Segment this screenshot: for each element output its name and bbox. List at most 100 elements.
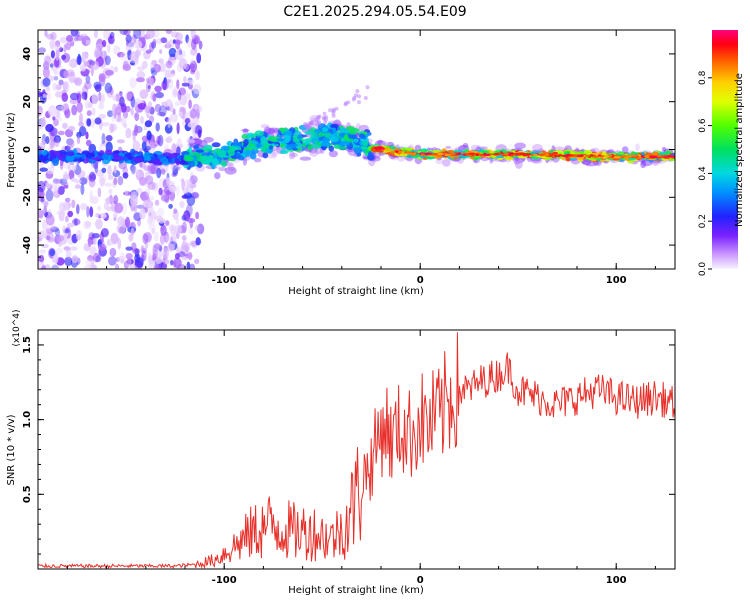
heatmap-cell <box>117 255 126 263</box>
heatmap-cell <box>158 105 167 117</box>
heatmap-cell <box>193 139 204 144</box>
heatmap-cell <box>38 47 46 54</box>
heatmap-cell <box>113 195 119 205</box>
heatmap-cell <box>220 160 228 168</box>
heatmap-cell <box>521 153 530 156</box>
heatmap-cell <box>155 122 160 132</box>
heatmap-cell <box>194 224 201 231</box>
heatmap-cell <box>93 48 101 59</box>
heatmap-cell <box>353 138 359 143</box>
heatmap-cell <box>149 196 155 201</box>
heatmap-cell <box>147 85 151 90</box>
y-tick-label: 1.5 <box>22 336 33 354</box>
colorbar-tick-label: 0.0 <box>698 262 708 277</box>
heatmap-cell <box>187 179 193 189</box>
heatmap-cell <box>312 136 321 142</box>
heatmap-cell <box>179 143 184 149</box>
heatmap-cell <box>133 30 141 39</box>
heatmap-cell <box>108 256 117 266</box>
heatmap-cell <box>146 77 150 83</box>
heatmap-cell <box>112 150 120 155</box>
heatmap-cell <box>89 196 99 205</box>
heatmap-cell <box>172 234 177 246</box>
heatmap-cell <box>241 128 250 132</box>
heatmap-cell <box>449 152 456 155</box>
heatmap-cell <box>41 264 46 269</box>
heatmap-cell <box>64 197 71 203</box>
heatmap-cell <box>181 178 185 191</box>
heatmap-cell <box>324 115 329 120</box>
heatmap-cell <box>188 160 196 168</box>
heatmap-cell <box>661 146 667 152</box>
spectrogram-panel: -100 0 100 -40 -20 0 20 40 Height of straight l… <box>6 29 676 297</box>
heatmap-cell <box>45 86 51 92</box>
heatmap-cell <box>640 161 647 169</box>
heatmap-cell <box>462 143 469 148</box>
heatmap-cell <box>124 189 128 197</box>
heatmap-cell <box>148 214 154 224</box>
heatmap-cell <box>279 127 285 132</box>
heatmap-cell <box>76 170 86 179</box>
heatmap-cell <box>101 167 107 173</box>
heatmap-cell <box>114 263 120 269</box>
heatmap-cell <box>304 130 314 135</box>
heatmap-cell <box>513 160 520 165</box>
heatmap-cell <box>552 151 559 156</box>
heatmap-cell <box>197 223 205 235</box>
heatmap-cell <box>39 167 48 172</box>
heatmap-cell <box>79 112 83 125</box>
heatmap-cell <box>76 101 83 113</box>
heatmap-cell <box>46 33 54 40</box>
heatmap-cell <box>573 154 579 157</box>
heatmap-cell <box>76 55 82 66</box>
heatmap-cell <box>40 265 47 269</box>
heatmap-cell <box>201 152 211 157</box>
heatmap-cell <box>45 136 50 145</box>
heatmap-cell <box>167 73 176 78</box>
heatmap-cell <box>269 145 273 150</box>
heatmap-cell <box>591 155 600 158</box>
heatmap-cell <box>309 121 313 126</box>
heatmap-cell <box>357 94 362 99</box>
heatmap-cell <box>269 127 280 133</box>
snr-panel: -100 0 100 0.5 1.0 1.5 Height of straight lin… <box>6 309 676 596</box>
heatmap-cell <box>140 115 144 125</box>
heatmap-cell <box>146 112 150 119</box>
heatmap-cell <box>241 134 248 139</box>
heatmap-cell <box>176 79 180 90</box>
heatmap-cell <box>61 92 69 103</box>
heatmap-cell <box>86 110 92 117</box>
heatmap-cell <box>38 105 43 117</box>
heatmap-cell <box>187 139 196 144</box>
heatmap-cell <box>243 128 249 136</box>
heatmap-cell <box>106 44 111 53</box>
heatmap-cell <box>123 30 131 36</box>
heatmap-cell <box>186 218 196 223</box>
heatmap-cell <box>532 144 543 152</box>
heatmap-cell <box>186 203 193 216</box>
heatmap-cell <box>90 173 97 181</box>
heatmap-cell <box>46 166 55 175</box>
heatmap-cell <box>88 178 96 188</box>
heatmap-cell <box>338 146 348 150</box>
heatmap-cell <box>126 258 134 265</box>
heatmap-cell <box>127 49 132 61</box>
heatmap-cell <box>57 130 65 136</box>
heatmap-cell <box>203 136 214 143</box>
heatmap-cell <box>153 264 161 269</box>
heatmap-cell <box>426 152 432 155</box>
heatmap-cell <box>171 143 177 154</box>
heatmap-cell <box>104 55 111 66</box>
heatmap-cell <box>85 153 96 158</box>
heatmap-cell <box>61 54 67 60</box>
snr-frame <box>37 329 676 570</box>
heatmap-cell <box>600 155 605 158</box>
heatmap-cell <box>74 184 81 189</box>
heatmap-cell <box>74 77 83 86</box>
heatmap-cell <box>122 64 132 71</box>
heatmap-cell <box>147 181 156 190</box>
colorbar-tick-label: 0.8 <box>698 70 708 85</box>
heatmap-cell <box>145 49 152 54</box>
heatmap-cell <box>302 138 312 145</box>
